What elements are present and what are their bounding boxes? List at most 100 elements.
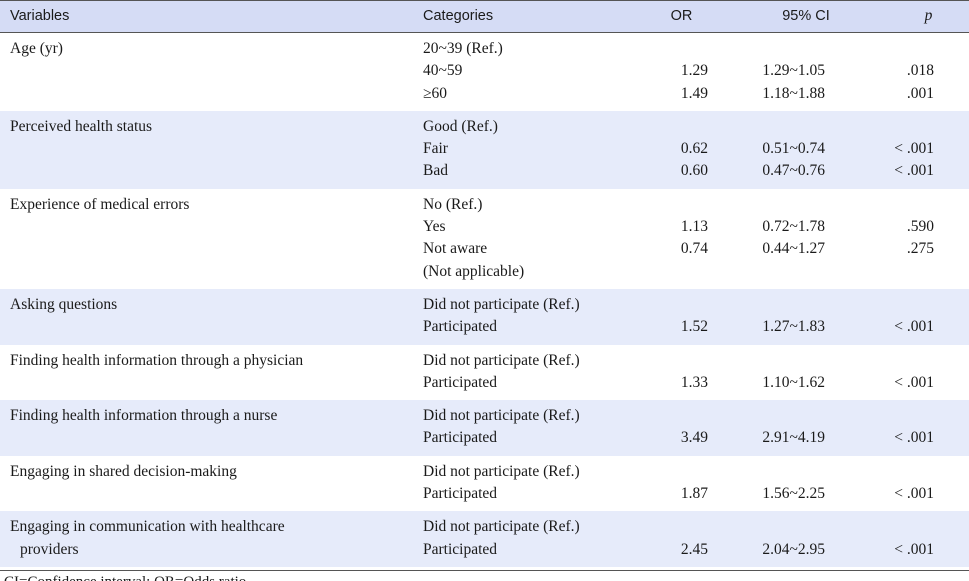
p-value: .001 bbox=[906, 84, 934, 102]
or-value: 2.45 bbox=[680, 540, 708, 558]
variable-line: providers bbox=[20, 540, 79, 558]
variable-line: Finding health information through a phy… bbox=[10, 351, 304, 369]
p-value bbox=[888, 294, 934, 316]
category-line: Participated bbox=[423, 485, 498, 503]
or-value: 0.74 bbox=[680, 240, 708, 258]
ci-value: 2.91~4.19 bbox=[762, 429, 825, 447]
category-cell: Did not participate (Ref.) Participated bbox=[421, 456, 639, 512]
regression-table: Variables Categories OR 95% CI p Age (yr… bbox=[0, 0, 969, 567]
p-value: < .001 bbox=[894, 162, 934, 180]
variable-line: Experience of medical errors bbox=[10, 195, 190, 213]
table-row: Experience of medical errors No (Ref.) Yes… bbox=[0, 189, 969, 289]
table-row: Age (yr) 20~39 (Ref.) 40~59 ≥60 1.29 1.49 1.29… bbox=[0, 33, 969, 111]
p-value bbox=[888, 38, 934, 60]
or-value: 0.60 bbox=[680, 162, 708, 180]
ci-cell: 0.72~1.78 0.44~1.27 bbox=[724, 189, 888, 289]
table-row: Perceived health status Good (Ref.) Fair Ba… bbox=[0, 110, 969, 189]
category-line: Participated bbox=[423, 318, 498, 336]
p-value bbox=[888, 116, 934, 138]
category-line: Not aware bbox=[423, 240, 488, 258]
variable-cell: Engaging in communication with healthcar… bbox=[0, 511, 421, 567]
header-or: OR bbox=[639, 0, 724, 33]
p-cell: .018 .001 bbox=[888, 33, 969, 111]
ci-cell: 1.56~2.25 bbox=[724, 456, 888, 512]
category-line: Fair bbox=[423, 140, 448, 158]
or-value: 3.49 bbox=[680, 429, 708, 447]
category-line: ≥60 bbox=[423, 84, 448, 102]
category-line: Participated bbox=[423, 373, 498, 391]
p-value: < .001 bbox=[894, 318, 934, 336]
p-value: < .001 bbox=[894, 373, 934, 391]
or-cell: 0.62 0.60 bbox=[639, 111, 724, 189]
variable-cell: Finding health information through a nur… bbox=[0, 400, 421, 456]
or-value bbox=[639, 116, 708, 138]
p-value: < .001 bbox=[894, 485, 934, 503]
p-cell: < .001 bbox=[888, 289, 969, 345]
or-value bbox=[639, 516, 708, 538]
ci-value bbox=[724, 38, 825, 60]
table-row: Engaging in communication with healthcar… bbox=[0, 511, 969, 567]
category-line: Did not participate (Ref.) bbox=[423, 295, 580, 313]
category-line: 40~59 bbox=[423, 62, 463, 80]
table-row: Asking questions Did not participate (Ref… bbox=[0, 288, 969, 345]
p-cell: < .001 bbox=[888, 511, 969, 567]
p-cell: .590 .275 bbox=[888, 189, 969, 289]
ci-cell: 1.27~1.83 bbox=[724, 289, 888, 345]
variable-line: Engaging in shared decision-making bbox=[10, 462, 237, 480]
p-value bbox=[888, 405, 934, 427]
category-line: Participated bbox=[423, 429, 498, 447]
or-value: 0.62 bbox=[680, 140, 708, 158]
or-cell: 1.29 1.49 bbox=[639, 33, 724, 111]
category-cell: Did not participate (Ref.) Participated bbox=[421, 400, 639, 456]
category-line: (Not applicable) bbox=[423, 262, 525, 280]
ci-cell: 2.04~2.95 bbox=[724, 511, 888, 567]
p-value bbox=[888, 261, 934, 283]
ci-value bbox=[724, 405, 825, 427]
category-line: Did not participate (Ref.) bbox=[423, 462, 580, 480]
or-value: 1.87 bbox=[680, 485, 708, 503]
p-value bbox=[888, 194, 934, 216]
ci-value: 1.29~1.05 bbox=[762, 62, 825, 80]
variable-cell: Asking questions bbox=[0, 289, 421, 345]
or-cell: 1.52 bbox=[639, 289, 724, 345]
category-cell: Did not participate (Ref.) Participated bbox=[421, 511, 639, 567]
or-cell: 1.13 0.74 bbox=[639, 189, 724, 289]
ci-value: 1.18~1.88 bbox=[762, 84, 825, 102]
ci-cell: 1.10~1.62 bbox=[724, 345, 888, 401]
variable-cell: Engaging in shared decision-making bbox=[0, 456, 421, 512]
variable-cell: Experience of medical errors bbox=[0, 189, 421, 289]
variable-cell: Perceived health status bbox=[0, 111, 421, 189]
ci-value bbox=[724, 461, 825, 483]
or-cell: 3.49 bbox=[639, 400, 724, 456]
ci-value: 0.47~0.76 bbox=[762, 162, 825, 180]
or-value: 1.29 bbox=[680, 62, 708, 80]
p-value bbox=[888, 350, 934, 372]
ci-value: 1.56~2.25 bbox=[762, 485, 825, 503]
variable-line: Engaging in communication with healthcar… bbox=[10, 518, 285, 536]
header-p: p bbox=[888, 0, 969, 33]
p-value: .590 bbox=[906, 218, 934, 236]
or-value: 1.49 bbox=[680, 84, 708, 102]
header-ci: 95% CI bbox=[724, 0, 888, 33]
category-line: Participated bbox=[423, 540, 498, 558]
ci-cell: 2.91~4.19 bbox=[724, 400, 888, 456]
table-footnote: CI=Confidence interval; OR=Odds ratio. bbox=[0, 569, 969, 581]
category-cell: No (Ref.) Yes Not aware (Not applicable) bbox=[421, 189, 639, 289]
category-line: No (Ref.) bbox=[423, 195, 483, 213]
variable-cell: Finding health information through a phy… bbox=[0, 345, 421, 401]
ci-value: 0.72~1.78 bbox=[762, 218, 825, 236]
category-cell: Did not participate (Ref.) Participated bbox=[421, 345, 639, 401]
category-line: Bad bbox=[423, 162, 448, 180]
header-categories: Categories bbox=[421, 0, 639, 33]
or-value bbox=[639, 261, 708, 283]
ci-value bbox=[724, 194, 825, 216]
category-line: Yes bbox=[423, 218, 446, 236]
variable-line: Finding health information through a nur… bbox=[10, 407, 278, 425]
table-header-row: Variables Categories OR 95% CI p bbox=[0, 0, 969, 33]
table-body: Age (yr) 20~39 (Ref.) 40~59 ≥60 1.29 1.49 1.29… bbox=[0, 33, 969, 567]
p-cell: < .001 bbox=[888, 400, 969, 456]
p-cell: < .001 bbox=[888, 345, 969, 401]
p-value: < .001 bbox=[894, 540, 934, 558]
ci-value: 1.10~1.62 bbox=[762, 373, 825, 391]
p-cell: < .001 < .001 bbox=[888, 111, 969, 189]
